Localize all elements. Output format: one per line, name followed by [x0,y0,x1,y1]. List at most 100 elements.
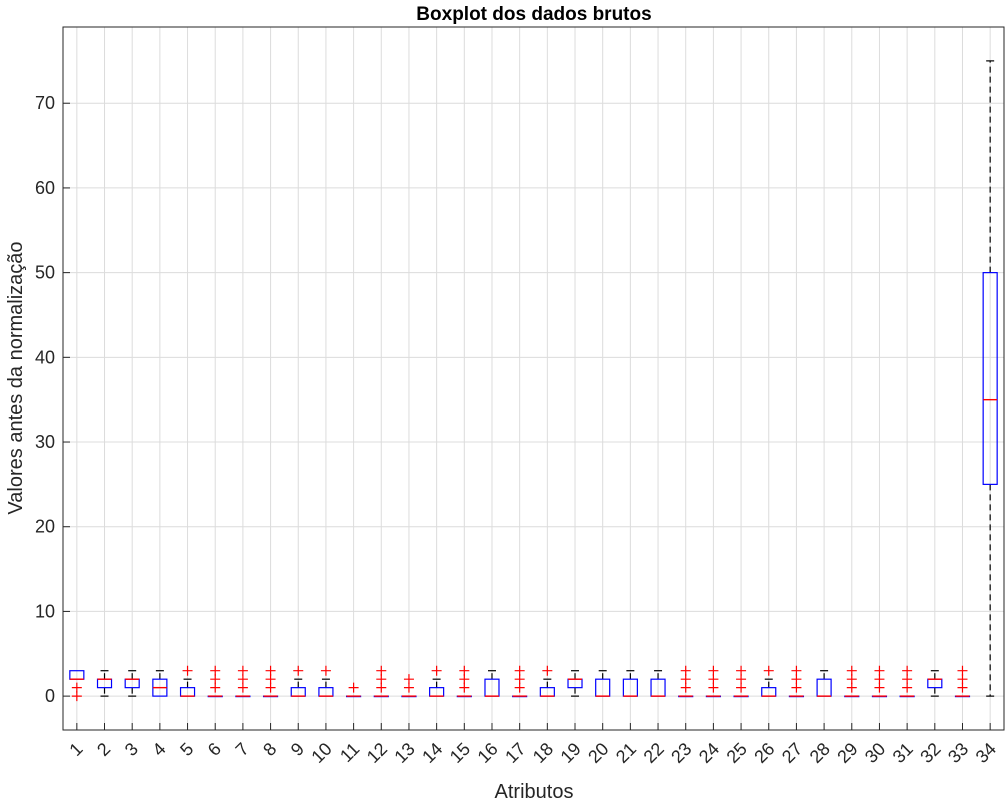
x-tick-label: 15 [446,739,474,767]
outlier-marker [320,665,331,676]
x-tick-label: 14 [418,739,446,767]
outlier-marker [708,682,719,693]
outlier-marker [708,674,719,685]
outlier-marker [293,665,304,676]
x-tick-label: 2 [93,739,114,760]
y-tick-label: 20 [35,517,55,537]
box-group [290,665,306,697]
outlier-marker [680,665,691,676]
x-tick-label: 4 [148,739,169,760]
box-group [512,665,528,698]
box-group [456,665,472,698]
box-group [816,670,832,697]
outlier-marker [459,674,470,685]
outlier-marker [210,682,221,693]
outlier-marker [680,682,691,693]
box-group [705,665,721,698]
outlier-marker [459,665,470,676]
y-tick-label: 0 [45,686,55,706]
box-group [927,670,943,697]
outlier-marker [348,682,359,693]
x-tick-label: 9 [287,739,308,760]
plot-frame [62,26,1005,731]
outlier-marker [902,674,913,685]
outlier-marker [403,682,414,693]
outlier-marker [210,665,221,676]
outlier-marker [846,665,857,676]
x-axis-label: Atributos [495,781,574,802]
outlier-marker [514,665,525,676]
x-tick-label: 34 [972,739,1000,767]
outlier-marker [874,665,885,676]
outlier-marker [210,674,221,685]
x-tick-label: 10 [307,739,335,767]
x-tick-label: 32 [916,739,944,767]
y-tick-label: 70 [35,93,55,113]
outlier-marker [736,682,747,693]
x-tick-label: 7 [232,739,253,760]
box-group [733,665,749,698]
box-group [539,665,555,697]
outlier-marker [957,682,968,693]
box-group [69,670,85,702]
box-group [650,670,666,697]
outlier-marker [403,674,414,685]
outlier-marker [902,682,913,693]
outlier-marker [791,674,802,685]
x-tick-label: 19 [557,739,585,767]
outlier-marker [71,691,82,702]
y-axis-label: Valores antes da normalização [5,241,27,514]
outlier-marker [376,665,387,676]
boxes [69,60,998,702]
box-group [262,665,279,698]
outlier-marker [237,674,248,685]
x-tick-label: 24 [695,739,723,767]
box-group [373,665,389,698]
outlier-marker [957,665,968,676]
y-tick-label: 60 [35,178,55,198]
outlier-marker [874,674,885,685]
x-tick-label: 17 [501,739,529,767]
outlier-marker [846,682,857,693]
outlier-marker [708,665,719,676]
box-group [871,665,888,698]
outlier-marker [957,674,968,685]
x-tick-label: 30 [861,739,889,767]
x-tick-label: 13 [390,739,418,767]
outlier-marker [542,665,553,676]
box-group [401,674,417,698]
box-group [346,682,362,698]
x-tick-label: 33 [944,739,972,767]
x-tick-label: 29 [833,739,861,767]
outlier-marker [237,665,248,676]
outlier-marker [376,674,387,685]
outlier-marker [514,674,525,685]
box-group [318,665,334,697]
x-tick-label: 26 [750,739,778,767]
outlier-marker [736,674,747,685]
box-group [622,670,638,697]
outlier-marker [265,665,276,676]
x-tick-label: 27 [778,739,806,767]
outlier-marker [736,665,747,676]
outlier-marker [376,682,387,693]
outlier-marker [182,665,193,676]
box-group [179,665,196,697]
x-tick-label: 11 [336,739,363,766]
box-group [954,665,971,698]
box-group [484,670,500,697]
x-tick-label: 22 [640,739,668,767]
outlier-marker [846,674,857,685]
grid [63,27,1004,730]
box-group [844,665,860,698]
outlier-marker [791,682,802,693]
outlier-marker [71,682,82,693]
box-group [207,665,223,698]
x-tick-label: 8 [259,739,280,760]
x-tick-label: 3 [121,739,142,760]
box-group [96,670,113,697]
y-axis: 0 10 20 30 40 50 60 70 [35,93,70,706]
x-tick-label: 6 [204,739,225,760]
box-group [235,665,251,698]
